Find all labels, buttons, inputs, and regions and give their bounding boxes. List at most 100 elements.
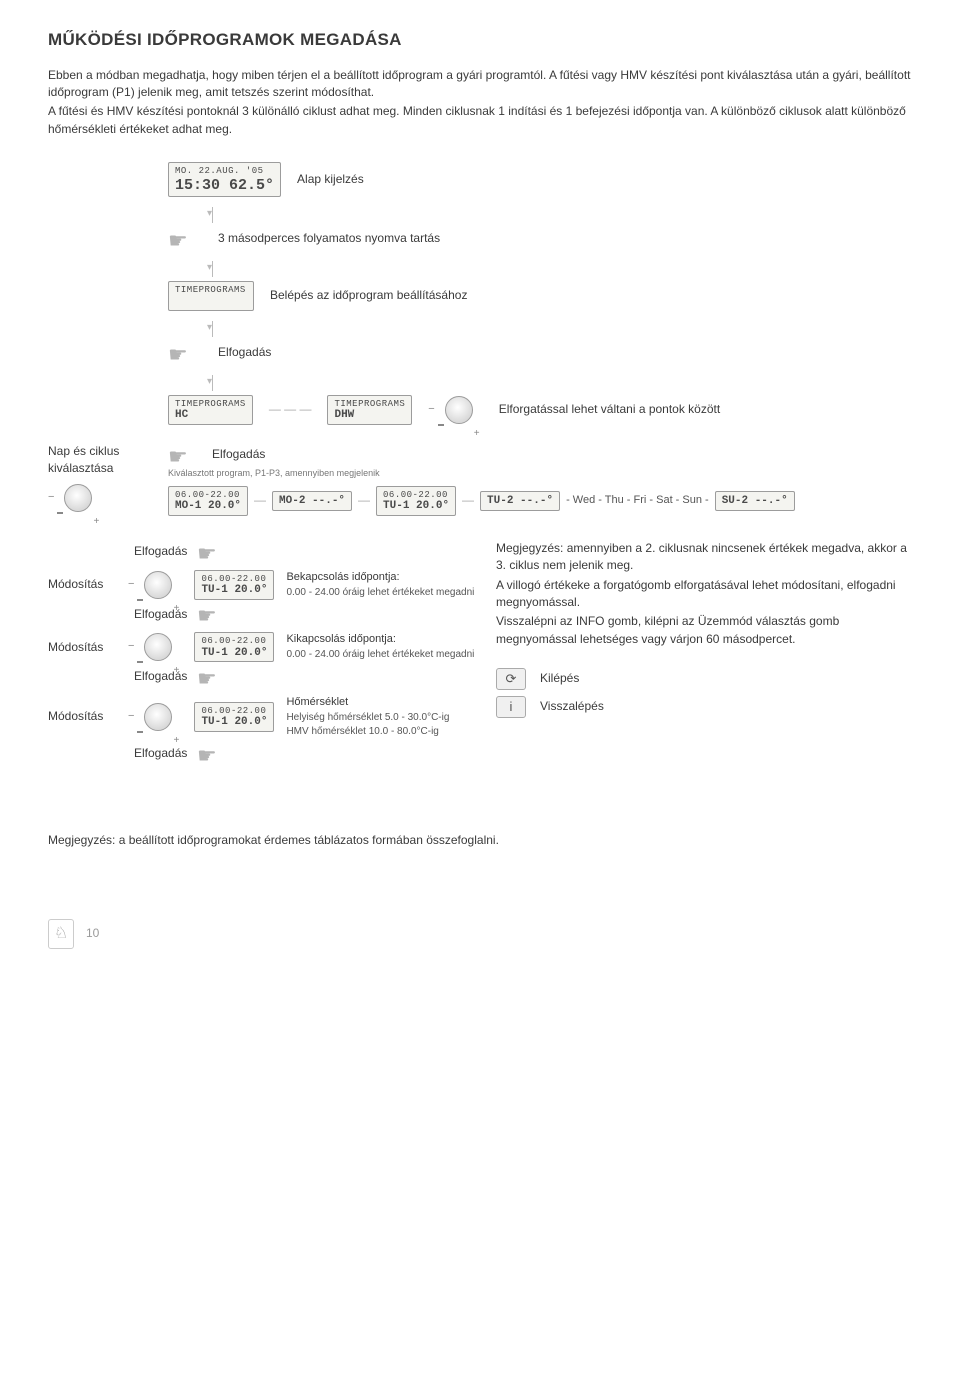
lcd-line1: 06.00-22.00: [383, 490, 449, 500]
param-off-title: Kikapcsolás időpontja:: [286, 632, 474, 648]
press-icon: [197, 540, 231, 564]
mod-row-on: Módosítás − 06.00-22.00 TU-1 20.0° Bekap…: [48, 570, 478, 600]
flow-arrow: [212, 207, 213, 223]
toggle-label: Elforgatással lehet váltani a pontok köz…: [499, 401, 720, 418]
seq-dash: —: [254, 492, 266, 509]
flow-arrow: [212, 261, 213, 277]
rotary-knob-icon: [144, 571, 172, 599]
daycycle-accept: Elfogadás: [212, 446, 265, 463]
mod-row-temp: Módosítás − 06.00-22.00 TU-1 20.0° Hőmér…: [48, 695, 478, 740]
minus-icon: −: [428, 402, 434, 418]
param-off-detail: 0.00 - 24.00 óráig lehet értékeket megad…: [286, 648, 474, 663]
seq-dash: —: [358, 492, 370, 509]
lcd-line2: TU-1 20.0°: [201, 647, 267, 660]
mod-row-off: Módosítás − 06.00-22.00 TU-1 20.0° Kikap…: [48, 632, 478, 662]
daycycle-sequence: 06.00-22.00 MO-1 20.0° — MO-2 --.-° — 06…: [168, 486, 912, 516]
rotary-knob-icon: [64, 484, 92, 512]
intro-p1: Ebben a módban megadhatja, hogy miben té…: [48, 67, 912, 102]
notes-column: Megjegyzés: amennyiben a 2. ciklusnak ni…: [496, 540, 912, 772]
modify-label: Módosítás: [48, 639, 116, 656]
lcd-tp-label: Belépés az időprogram beállításához: [270, 287, 467, 304]
lower-section: Elfogadás Módosítás − 06.00-22.00 TU-1 2…: [48, 540, 912, 772]
note-p3: Visszalépni az INFO gomb, kilépni az Üze…: [496, 613, 912, 648]
press-icon: [168, 227, 202, 251]
lcd-mod-temp: 06.00-22.00 TU-1 20.0°: [194, 702, 274, 732]
lcd-mod-off: 06.00-22.00 TU-1 20.0°: [194, 632, 274, 662]
lcd-mod-on: 06.00-22.00 TU-1 20.0°: [194, 570, 274, 600]
lcd-mo2: MO-2 --.-°: [272, 491, 352, 511]
daycycle-block: Nap és ciklus kiválasztása − Elfogadás K…: [48, 443, 912, 516]
lcd-tp-line1: TIMEPROGRAMS: [175, 285, 247, 295]
lcd-line2: MO-2 --.-°: [279, 495, 345, 508]
page-number: 10: [86, 925, 99, 942]
lcd-base: MO. 22.AUG. '05 15:30 62.5°: [168, 162, 281, 197]
rotary-knob-icon: [445, 396, 473, 424]
lcd-hc-line2: HC: [175, 409, 246, 422]
note-p2: A villogó értékeke a forgatógomb elforga…: [496, 577, 912, 612]
footnote: Megjegyzés: a beállított időprogramokat …: [48, 832, 912, 849]
seq-dash: —: [462, 492, 474, 509]
press-icon: [168, 341, 202, 365]
info-button-icon: i: [496, 696, 526, 718]
lcd-tu1: 06.00-22.00 TU-1 20.0°: [376, 486, 456, 516]
lcd-line2: TU-1 20.0°: [201, 716, 267, 729]
press-icon: [197, 665, 231, 689]
lcd-timeprograms: TIMEPROGRAMS: [168, 281, 254, 311]
daycycle-side-label: Nap és ciklus kiválasztása: [48, 444, 119, 475]
accept-label: Elfogadás: [134, 606, 187, 623]
press-3s-label: 3 másodperces folyamatos nyomva tartás: [218, 230, 440, 247]
press-icon: [197, 742, 231, 766]
mode-button-icon: ⟳: [496, 668, 526, 690]
lcd-base-line1: MO. 22.AUG. '05: [175, 166, 274, 176]
accept-label: Elfogadás: [134, 543, 187, 560]
lcd-su2: SU-2 --.-°: [715, 491, 795, 511]
lcd-hc: TIMEPROGRAMS HC: [168, 395, 253, 425]
press-icon: [197, 602, 231, 626]
lcd-dhw-line1: TIMEPROGRAMS: [334, 399, 405, 409]
accept-label: Elfogadás: [134, 745, 187, 762]
lcd-line2: SU-2 --.-°: [722, 495, 788, 508]
accept-label: Elfogadás: [134, 668, 187, 685]
back-label: Visszalépés: [540, 698, 604, 715]
lcd-line1: 06.00-22.00: [175, 490, 241, 500]
intro-text: Ebben a módban megadhatja, hogy miben té…: [48, 67, 912, 139]
note-p1: Megjegyzés: amennyiben a 2. ciklusnak ni…: [496, 540, 912, 575]
lcd-base-label: Alap kijelzés: [297, 171, 364, 188]
daycycle-sel-note: Kiválasztott program, P1-P3, amennyiben …: [168, 467, 912, 480]
lcd-hc-line1: TIMEPROGRAMS: [175, 399, 246, 409]
lcd-tu2: TU-2 --.-°: [480, 491, 560, 511]
lcd-line1: 06.00-22.00: [201, 706, 267, 716]
modify-label: Módosítás: [48, 576, 116, 593]
param-on-title: Bekapcsolás időpontja:: [286, 570, 474, 586]
lcd-mo1: 06.00-22.00 MO-1 20.0°: [168, 486, 248, 516]
minus-icon: −: [48, 490, 54, 506]
intro-p2: A fűtési és HMV készítési pontoknál 3 kü…: [48, 103, 912, 138]
lcd-line1: 06.00-22.00: [201, 574, 267, 584]
days-inline: - Wed - Thu - Fri - Sat - Sun -: [566, 493, 709, 509]
modify-label: Módosítás: [48, 708, 116, 725]
flow-arrow: [212, 321, 213, 337]
minus-icon: −: [128, 577, 134, 593]
rotary-knob-icon: [144, 633, 172, 661]
lcd-line2: MO-1 20.0°: [175, 500, 241, 513]
param-on-detail: 0.00 - 24.00 óráig lehet értékeket megad…: [286, 586, 474, 601]
lcd-dhw-line2: DHW: [334, 409, 405, 422]
modifications-column: Elfogadás Módosítás − 06.00-22.00 TU-1 2…: [48, 540, 478, 772]
toggle-dash: — — —: [269, 401, 312, 418]
press-icon: [168, 443, 202, 467]
lcd-line1: 06.00-22.00: [201, 636, 267, 646]
param-temp-detail: Helyiség hőmérséklet 5.0 - 30.0°C-ig HMV…: [286, 711, 449, 740]
page-footer: ♘ 10: [48, 919, 912, 949]
lcd-base-line2: 15:30 62.5°: [175, 177, 274, 194]
lcd-line2: TU-1 20.0°: [383, 500, 449, 513]
exit-label: Kilépés: [540, 670, 579, 687]
rotary-knob-icon: [144, 703, 172, 731]
lcd-dhw: TIMEPROGRAMS DHW: [327, 395, 412, 425]
flow-arrow: [212, 375, 213, 391]
footer-logo-icon: ♘: [48, 919, 74, 949]
accept-label: Elfogadás: [218, 344, 271, 361]
lcd-line2: TU-2 --.-°: [487, 495, 553, 508]
minus-icon: −: [128, 639, 134, 655]
flow-diagram: MO. 22.AUG. '05 15:30 62.5° Alap kijelzé…: [168, 162, 912, 425]
param-temp-title: Hőmérséklet: [286, 695, 449, 711]
